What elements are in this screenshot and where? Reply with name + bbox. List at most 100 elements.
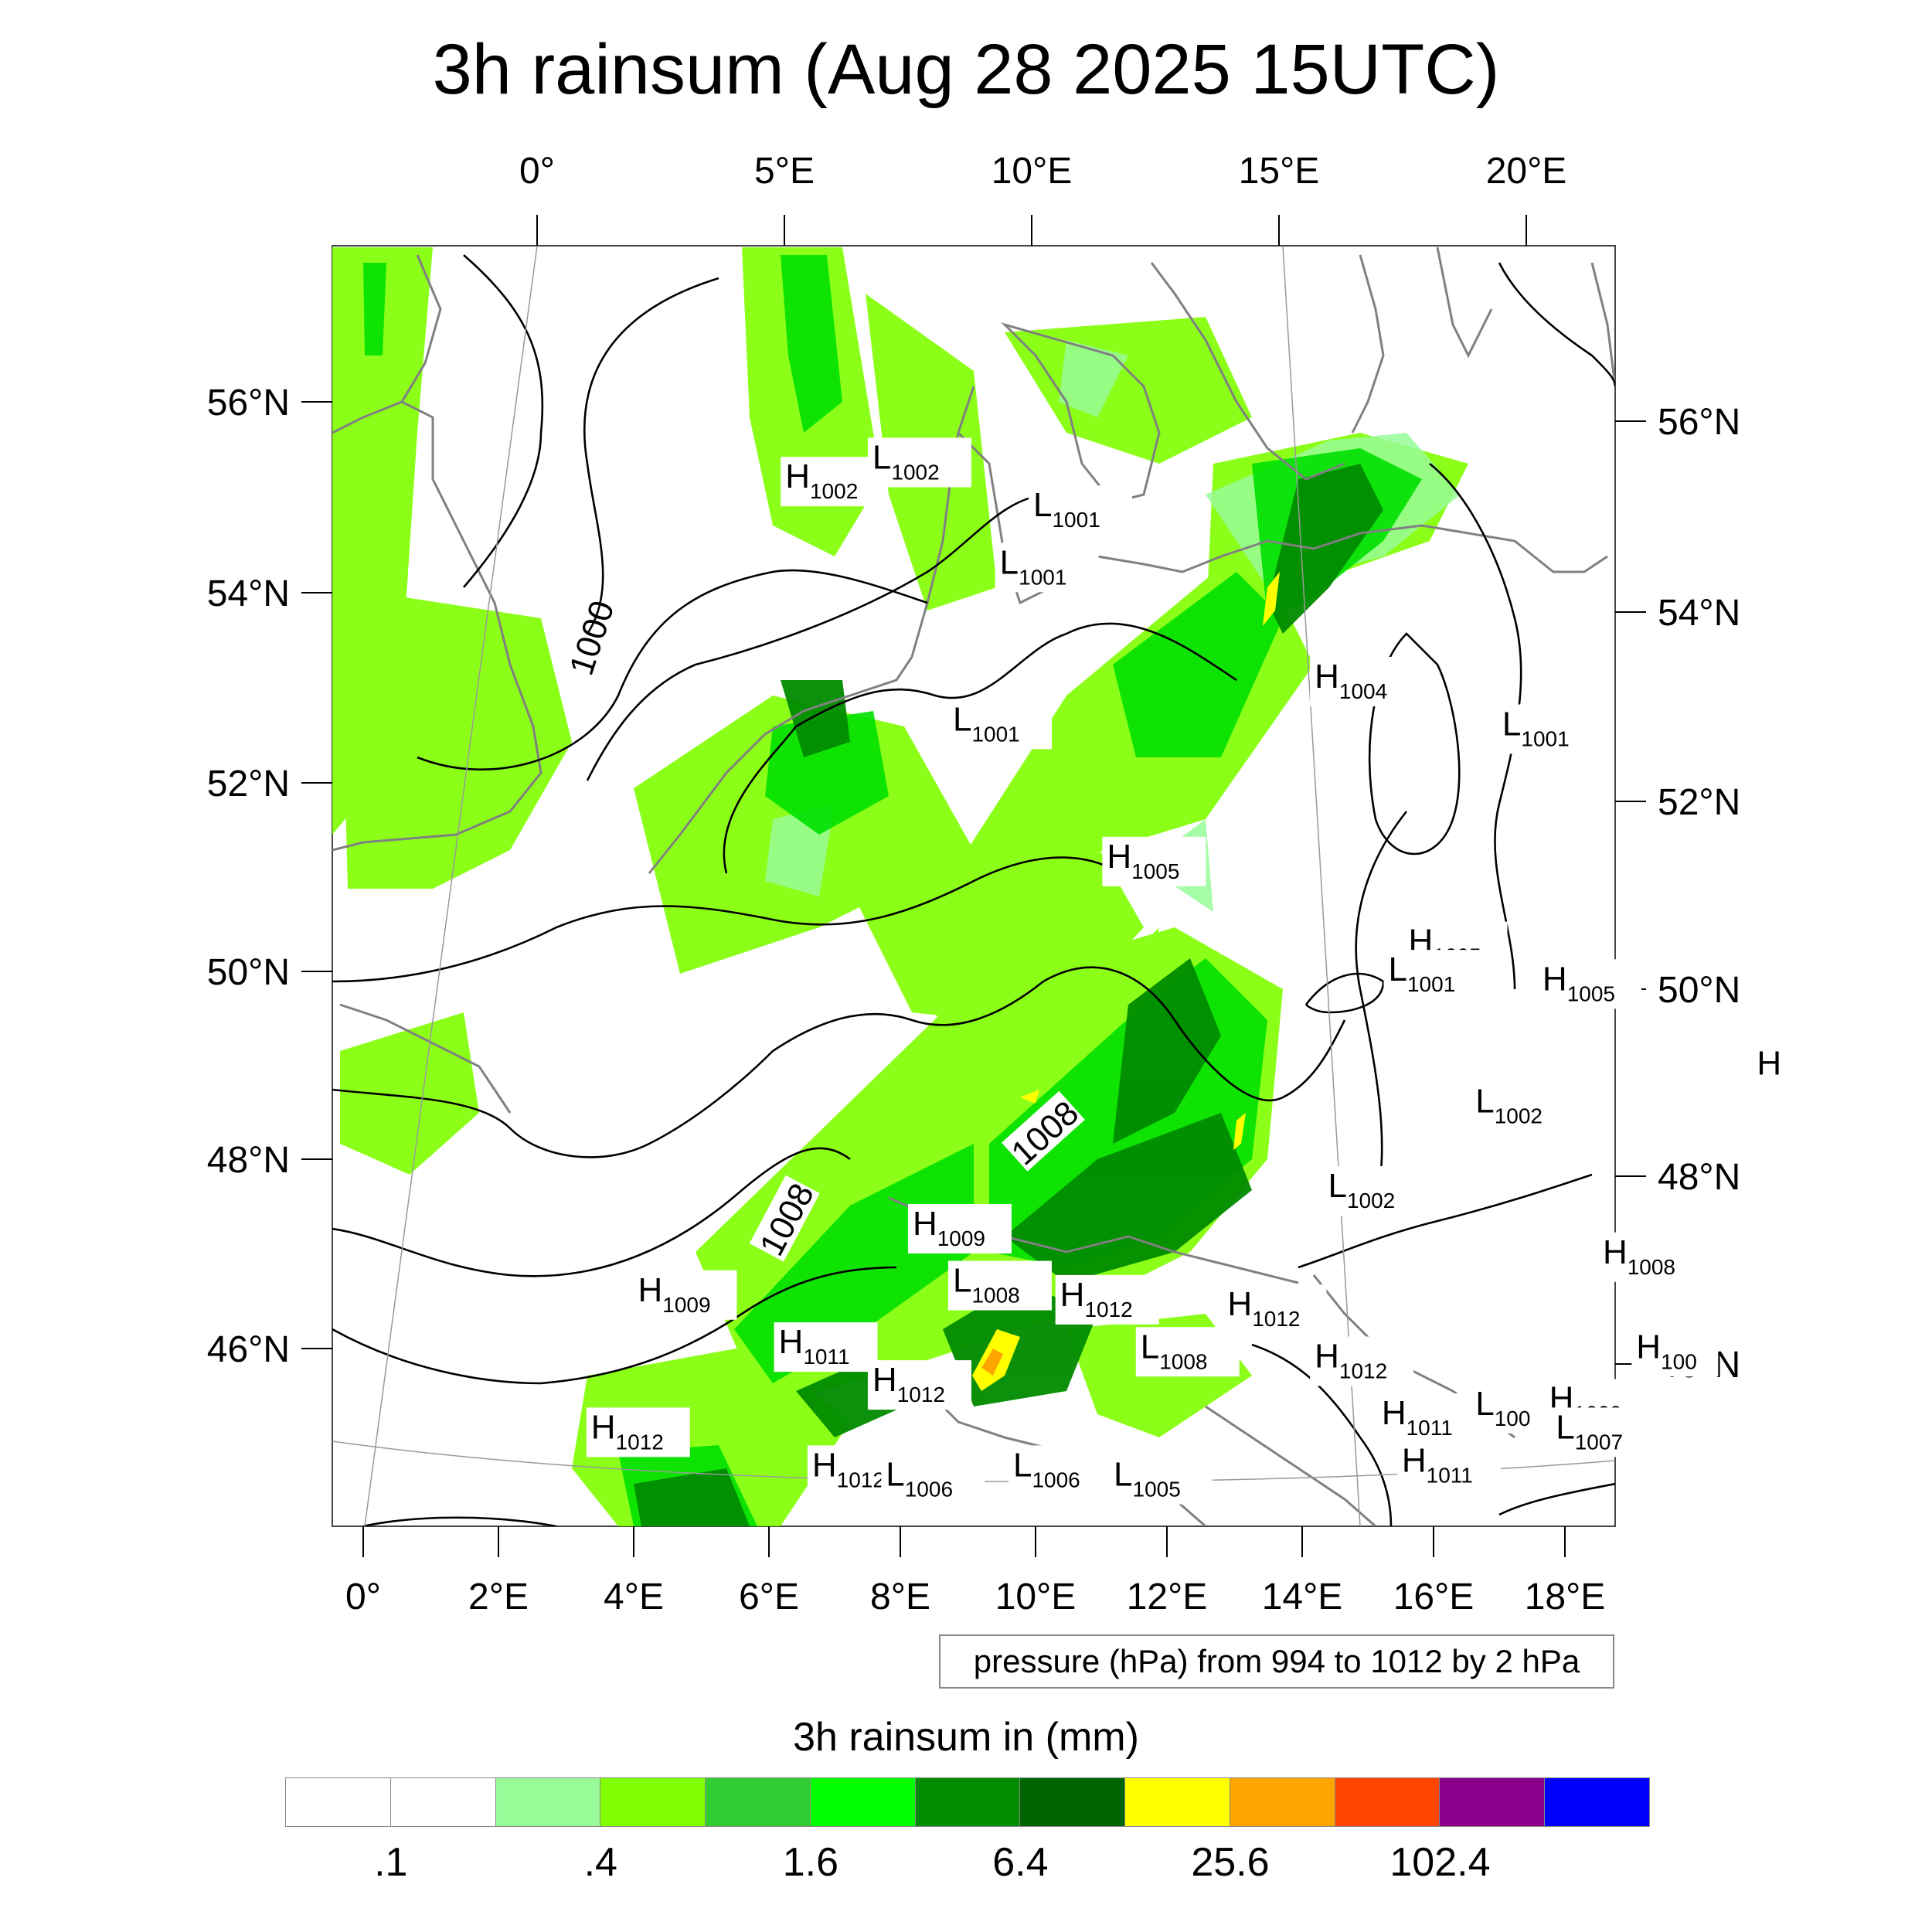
pressure-center-label: H1012 xyxy=(812,1446,885,1492)
pressure-center-label: H1008 xyxy=(1603,1233,1675,1279)
pressure-center-low: L1006 xyxy=(1008,1445,1112,1495)
pressure-center-box xyxy=(867,437,971,488)
pressure-center-high: H1012 xyxy=(1223,1284,1327,1335)
pressure-center-label: H1009 xyxy=(913,1205,985,1250)
pressure-center-low: L1008 xyxy=(947,1260,1052,1311)
colorbar-swatch xyxy=(1124,1777,1230,1827)
colorbar-swatch xyxy=(809,1777,916,1827)
pressure-center-box xyxy=(907,1204,1012,1253)
colorbar-swatch xyxy=(285,1777,391,1827)
pressure-center-box xyxy=(1537,959,1641,1009)
pressure-center-box xyxy=(1471,1081,1575,1131)
pressure-center-label: L1001 xyxy=(1000,543,1067,589)
pressure-center-box xyxy=(1109,1454,1213,1505)
pressure-center-high: H1012 xyxy=(1310,1336,1414,1386)
pressure-center-box xyxy=(1376,1393,1481,1443)
left-lat-label: 46°N xyxy=(207,1329,290,1370)
pressure-center-box xyxy=(1752,1043,1788,1094)
pressure-center-low: L1002 xyxy=(867,437,971,488)
pressure-center-low: L1008 xyxy=(1135,1327,1240,1377)
colorbar-swatch xyxy=(389,1777,496,1827)
bottom-lon-label: 2°E xyxy=(468,1577,529,1617)
pressure-center-high: H1012 xyxy=(586,1407,690,1458)
pressure-center-box xyxy=(1383,950,1488,1000)
top-lon-label: 10°E xyxy=(992,151,1073,192)
pressure-center-high: H1009 xyxy=(907,1204,1012,1253)
left-lat-label: 48°N xyxy=(207,1140,290,1181)
pressure-center-high: H1011 xyxy=(1396,1440,1501,1491)
pressure-center-label: H1012 xyxy=(1315,1338,1387,1383)
pressure-center-box xyxy=(1055,1274,1159,1325)
axis-labels: 0° 5°E 10°E 15°E 20°E 0° 2°E 4°E 6°E 8°E… xyxy=(207,151,1741,1617)
pressure-center-box xyxy=(1310,1336,1414,1386)
pressure-center-box xyxy=(1223,1284,1327,1335)
pressure-center-low: L1001 xyxy=(1029,485,1132,536)
pressure-center-box xyxy=(1396,1440,1501,1491)
bottom-lon-label: 12°E xyxy=(1127,1577,1208,1617)
pressure-center-box xyxy=(633,1270,737,1320)
left-lat-label: 54°N xyxy=(207,573,290,614)
bottom-lon-label: 4°E xyxy=(604,1577,664,1617)
pressure-center-label: H1002 xyxy=(785,457,858,503)
pressure-center-box xyxy=(867,1360,971,1410)
pressure-center-low: L1002 xyxy=(1471,1081,1575,1131)
right-lat-label: 52°N xyxy=(1658,782,1740,823)
pressure-center-box xyxy=(1008,1445,1112,1495)
right-lat-label: 50°N xyxy=(1658,970,1740,1011)
pressure-center-low: L1006 xyxy=(881,1454,985,1505)
bottom-lon-label: 14°E xyxy=(1262,1577,1343,1617)
pressure-center-label: H1012 xyxy=(872,1361,945,1406)
right-lat-label: 54°N xyxy=(1658,593,1740,634)
pressure-center-box xyxy=(1310,657,1414,706)
colorbar-swatch xyxy=(1334,1777,1440,1827)
pressure-center-high: H xyxy=(1752,1043,1788,1094)
pressure-center-box xyxy=(1471,1383,1558,1434)
pressure-center-label: L1002 xyxy=(1475,1082,1543,1128)
pressure-center-high: H1012 xyxy=(1055,1274,1159,1325)
colorbar-tick-label: .1 xyxy=(374,1840,408,1885)
colorbar-swatch xyxy=(600,1777,706,1827)
pressure-center-box xyxy=(947,1260,1052,1311)
pressure-center-label: L100 xyxy=(1475,1385,1530,1430)
pressure-center-box xyxy=(1551,1407,1655,1458)
colorbar-tick-label: 1.6 xyxy=(782,1840,838,1885)
left-lat-label: 50°N xyxy=(207,952,290,993)
colorbar xyxy=(285,1777,1650,1827)
colorbar-tick-label: 6.4 xyxy=(992,1840,1049,1885)
colorbar-tick-label: .4 xyxy=(583,1840,617,1885)
bottom-lon-label: 8°E xyxy=(870,1577,930,1617)
pressure-center-high: H1005 xyxy=(1102,836,1206,886)
colorbar-swatch xyxy=(495,1777,601,1827)
pressure-center-label: H1011 xyxy=(1402,1441,1473,1487)
pressure-center-box xyxy=(1102,836,1206,886)
pressure-center-box xyxy=(781,457,885,507)
pressure-center-low: L1001 xyxy=(1497,704,1601,754)
pressure-center-label: H100 xyxy=(1636,1328,1697,1373)
colorbar-tick-label: 102.4 xyxy=(1389,1840,1491,1885)
pressure-center-label: L1008 xyxy=(1141,1328,1208,1373)
pressure-center-label: L1006 xyxy=(886,1456,953,1502)
bottom-lon-label: 6°E xyxy=(739,1577,799,1617)
top-lon-label: 20°E xyxy=(1486,151,1567,192)
bottom-lon-label: 0° xyxy=(345,1577,381,1617)
pressure-center-high: H1011 xyxy=(774,1322,878,1372)
pressure-center-label: L1001 xyxy=(953,700,1020,746)
pressure-center-box xyxy=(1135,1327,1240,1377)
axis-ticks xyxy=(301,215,1646,1557)
pressure-center-high: H1004 xyxy=(1310,657,1414,706)
pressure-center-box xyxy=(1029,485,1132,536)
pressure-center-label: H1012 xyxy=(591,1408,664,1454)
colorbar-swatch xyxy=(705,1777,811,1827)
pressure-center-label: H1005 xyxy=(1543,960,1615,1005)
pressure-center-low: L1002 xyxy=(1323,1166,1427,1216)
pressure-center-label: H1009 xyxy=(638,1271,710,1317)
pressure-center-label: H1004 xyxy=(1315,658,1387,703)
pressure-center-label: L1007 xyxy=(1556,1408,1623,1454)
pressure-center-label: H1005 xyxy=(1107,838,1179,883)
pressure-center-label: H1011 xyxy=(1382,1394,1453,1440)
bottom-lon-label: 10°E xyxy=(995,1577,1077,1617)
bottom-lon-label: 16°E xyxy=(1393,1577,1475,1617)
pressure-center-box xyxy=(881,1454,985,1505)
pressure-center-box xyxy=(586,1407,690,1458)
